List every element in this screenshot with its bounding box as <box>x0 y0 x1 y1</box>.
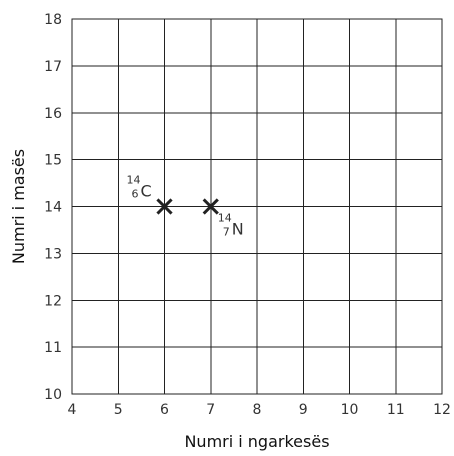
y-tick-label: 16 <box>44 106 62 122</box>
element-symbol: C <box>141 182 152 201</box>
x-axis-ticks: 4 5 6 7 8 9 10 11 12 <box>68 402 451 418</box>
y-tick-label: 11 <box>44 340 62 356</box>
chart-grid <box>71 18 443 395</box>
atomic-number: 6 <box>132 188 139 201</box>
y-tick-label: 17 <box>44 59 62 75</box>
x-axis-label: Numri i ngarkesës <box>184 432 329 451</box>
mass-number: 14 <box>127 174 141 187</box>
x-tick-label: 6 <box>160 402 169 418</box>
x-tick-label: 10 <box>341 402 359 418</box>
isotope-label-n: 147 N <box>218 212 244 239</box>
isotope-label-c: 146 C <box>127 174 152 201</box>
x-tick-label: 8 <box>253 402 262 418</box>
x-tick-label: 11 <box>387 402 405 418</box>
x-tick-label: 4 <box>68 402 77 418</box>
y-tick-label: 15 <box>44 153 62 169</box>
y-tick-label: 13 <box>44 246 62 262</box>
y-axis-ticks: 10 11 12 13 14 15 16 17 18 <box>44 12 62 403</box>
y-tick-label: 12 <box>44 293 62 309</box>
isotope-marker-c <box>156 198 173 215</box>
mass-number: 14 <box>218 212 232 225</box>
x-tick-label: 12 <box>433 402 451 418</box>
element-symbol: N <box>232 220 244 239</box>
y-axis-label: Numri i masës <box>9 149 28 264</box>
x-tick-label: 5 <box>114 402 123 418</box>
atomic-number: 7 <box>223 226 230 239</box>
x-tick-label: 7 <box>206 402 215 418</box>
y-tick-label: 18 <box>44 12 62 28</box>
x-tick-label: 9 <box>299 402 308 418</box>
plot-frame <box>71 18 443 395</box>
y-tick-label: 10 <box>44 387 62 403</box>
y-tick-label: 14 <box>44 200 62 216</box>
isotope-marker-n <box>202 198 219 215</box>
